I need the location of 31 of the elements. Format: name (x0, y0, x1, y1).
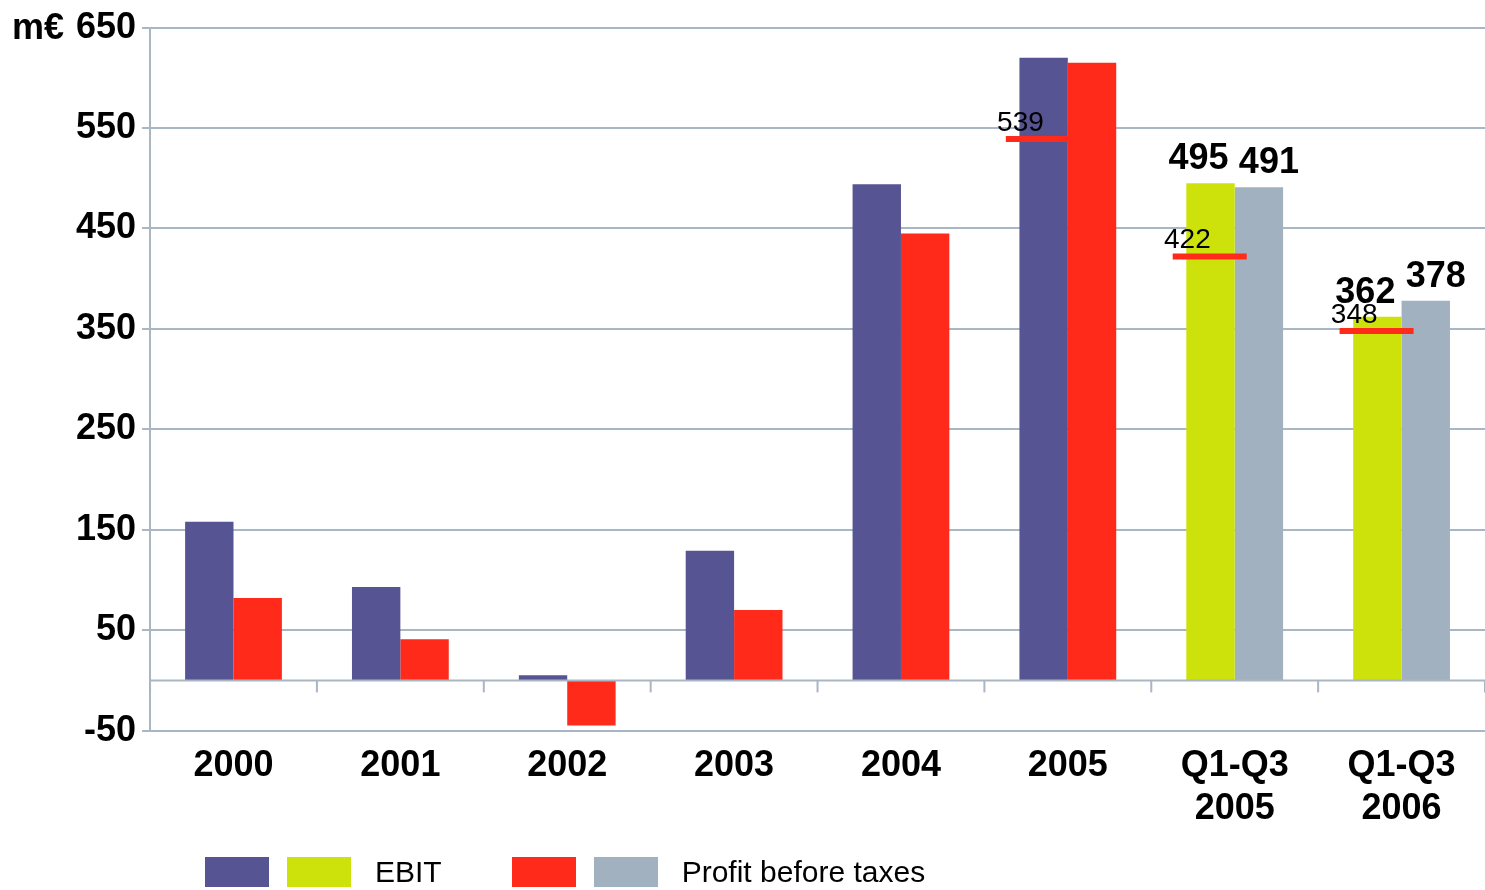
bar (400, 639, 449, 681)
bar (567, 680, 616, 726)
x-tick-label: Q1-Q3 2005 (1180, 743, 1289, 828)
bar (685, 550, 735, 681)
x-tick-label: 2002 (527, 743, 608, 785)
y-tick-label: 650 (75, 4, 137, 46)
x-tick-label: Q1-Q3 2006 (1347, 743, 1456, 828)
y-tick-label: -50 (84, 707, 137, 749)
y-axis-title: m€ (12, 6, 65, 48)
bar (852, 184, 901, 681)
data-label: 491 (1238, 140, 1299, 182)
y-tick-label: 450 (75, 205, 137, 247)
bar (233, 598, 282, 681)
x-tick-label: 2004 (860, 743, 942, 785)
y-tick-label: 50 (96, 607, 137, 649)
x-tick-label: 2003 (694, 743, 775, 785)
y-tick-label: 150 (75, 506, 137, 548)
bar (185, 521, 234, 681)
data-label: 378 (1405, 253, 1466, 295)
y-tick-label: 550 (75, 104, 137, 146)
y-tick-label: 350 (75, 305, 137, 347)
bar (734, 610, 783, 681)
legend-label: Profit before taxes (681, 855, 926, 889)
y-tick-label: 250 (75, 406, 137, 448)
data-label: 495 (1168, 136, 1229, 178)
x-tick-label: 2005 (1027, 743, 1108, 785)
bar (351, 586, 401, 681)
x-tick-label: 2001 (360, 743, 441, 785)
bar (900, 233, 950, 681)
x-tick-label: 2000 (193, 743, 274, 785)
legend-label: EBIT (375, 855, 442, 889)
